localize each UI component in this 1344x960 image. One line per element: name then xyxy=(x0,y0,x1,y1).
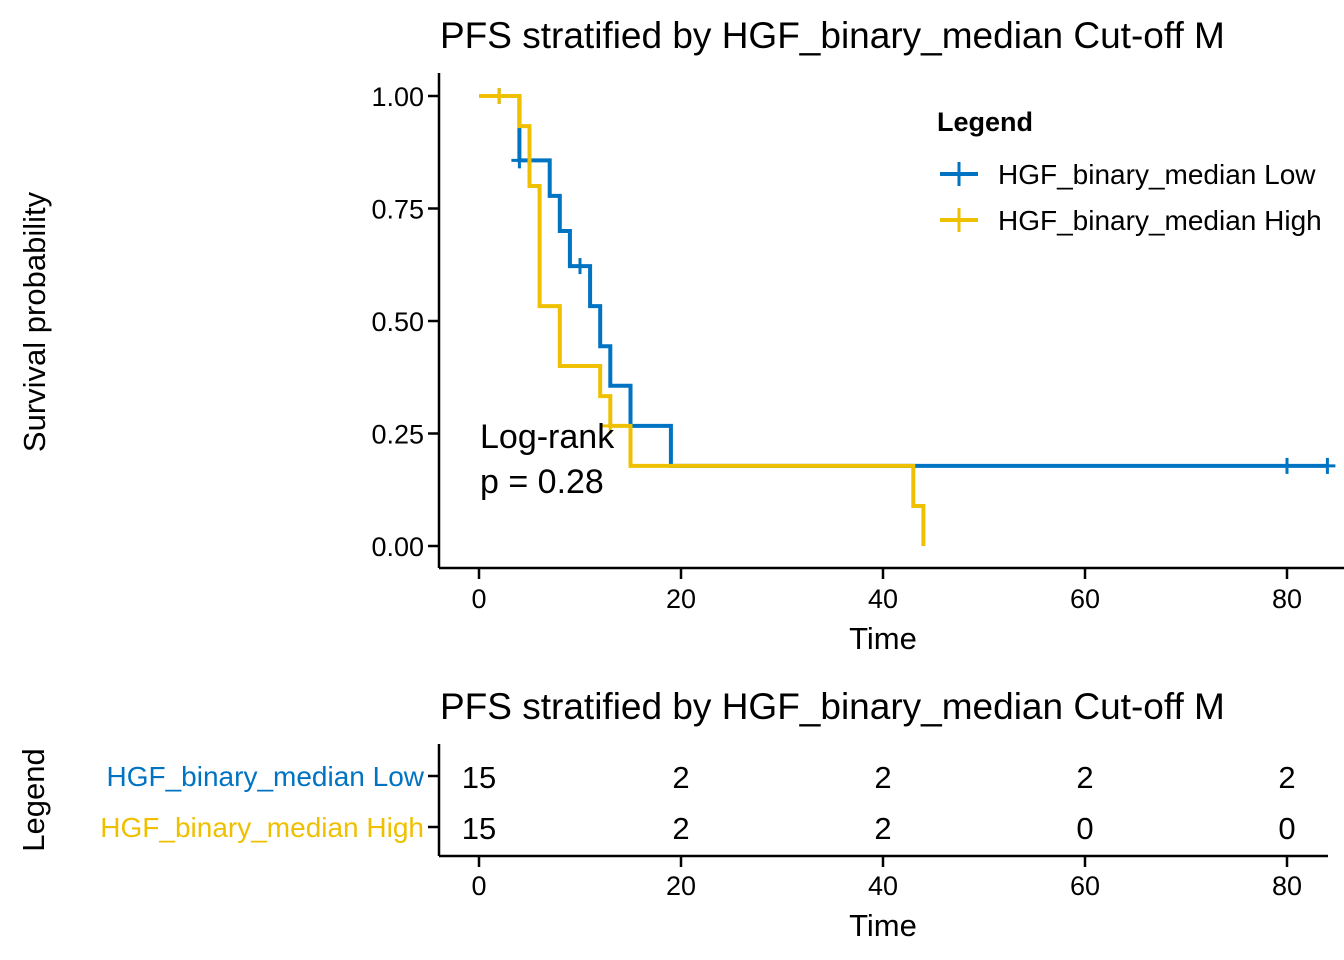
risk-row-label-high: HGF_binary_median High xyxy=(100,812,424,843)
risk-x-tick-label: 40 xyxy=(868,871,898,901)
risk-count: 0 xyxy=(1278,811,1295,846)
y-axis-label: Survival probability xyxy=(17,191,52,452)
risk-count: 15 xyxy=(462,811,496,846)
survival-plot: PFS stratified by HGF_binary_median Cut-… xyxy=(17,15,1344,656)
risk-count: 15 xyxy=(462,760,496,795)
logrank-label: Log-rank xyxy=(480,418,615,456)
y-tick-label: 0.75 xyxy=(371,195,424,225)
x-axis-label: Time xyxy=(849,621,917,656)
risk-x-tick-label: 60 xyxy=(1070,871,1100,901)
legend-entry-low: HGF_binary_median Low xyxy=(940,159,1316,190)
survival-curves xyxy=(479,88,1336,546)
risk-table-title: PFS stratified by HGF_binary_median Cut-… xyxy=(440,686,1225,727)
legend: Legend HGF_binary_median Low HGF_binary_… xyxy=(937,107,1322,236)
legend-title: Legend xyxy=(937,107,1033,137)
survival-curve-high xyxy=(479,94,926,546)
logrank-annotation: Log-rank p = 0.28 xyxy=(480,418,615,501)
risk-table-x-ticks: 0 20 40 60 80 xyxy=(471,856,1302,901)
x-tick-label: 20 xyxy=(666,584,696,614)
censor-mark xyxy=(1319,457,1336,474)
y-tick-label: 0.00 xyxy=(371,532,424,562)
survival-plot-title: PFS stratified by HGF_binary_median Cut-… xyxy=(440,15,1225,56)
risk-counts: 15 2 2 2 2 15 2 2 0 0 xyxy=(462,760,1296,846)
censor-mark xyxy=(602,417,619,434)
x-axis-ticks: 0 20 40 60 80 xyxy=(471,568,1302,614)
legend-label-high: HGF_binary_median High xyxy=(998,205,1322,236)
risk-count: 0 xyxy=(1076,811,1093,846)
risk-count: 2 xyxy=(874,811,891,846)
risk-x-tick-label: 80 xyxy=(1272,871,1302,901)
risk-count: 2 xyxy=(672,811,689,846)
x-tick-label: 0 xyxy=(471,584,486,614)
risk-table-y-label: Legend xyxy=(16,748,51,851)
legend-label-low: HGF_binary_median Low xyxy=(998,159,1316,190)
x-tick-label: 80 xyxy=(1272,584,1302,614)
censor-mark xyxy=(511,152,528,169)
risk-count: 2 xyxy=(1278,760,1295,795)
x-tick-label: 60 xyxy=(1070,584,1100,614)
risk-x-tick-label: 20 xyxy=(666,871,696,901)
risk-x-tick-label: 0 xyxy=(471,871,486,901)
y-tick-label: 1.00 xyxy=(371,82,424,112)
legend-entry-high: HGF_binary_median High xyxy=(940,205,1322,236)
censor-mark xyxy=(491,88,508,104)
censor-mark xyxy=(572,258,588,275)
risk-count: 2 xyxy=(672,760,689,795)
censor-mark xyxy=(1279,457,1295,474)
risk-table-x-label: Time xyxy=(849,908,917,943)
x-tick-label: 40 xyxy=(868,584,898,614)
y-tick-label: 0.25 xyxy=(371,420,424,450)
survival-curve-low xyxy=(479,94,1328,468)
y-axis-ticks: 0.00 0.25 0.50 0.75 1.00 xyxy=(371,82,439,562)
y-tick-label: 0.50 xyxy=(371,307,424,337)
risk-count: 2 xyxy=(1076,760,1093,795)
risk-count: 2 xyxy=(874,760,891,795)
logrank-pvalue: p = 0.28 xyxy=(480,463,604,501)
risk-table: PFS stratified by HGF_binary_median Cut-… xyxy=(16,686,1328,943)
risk-row-label-low: HGF_binary_median Low xyxy=(107,761,425,792)
